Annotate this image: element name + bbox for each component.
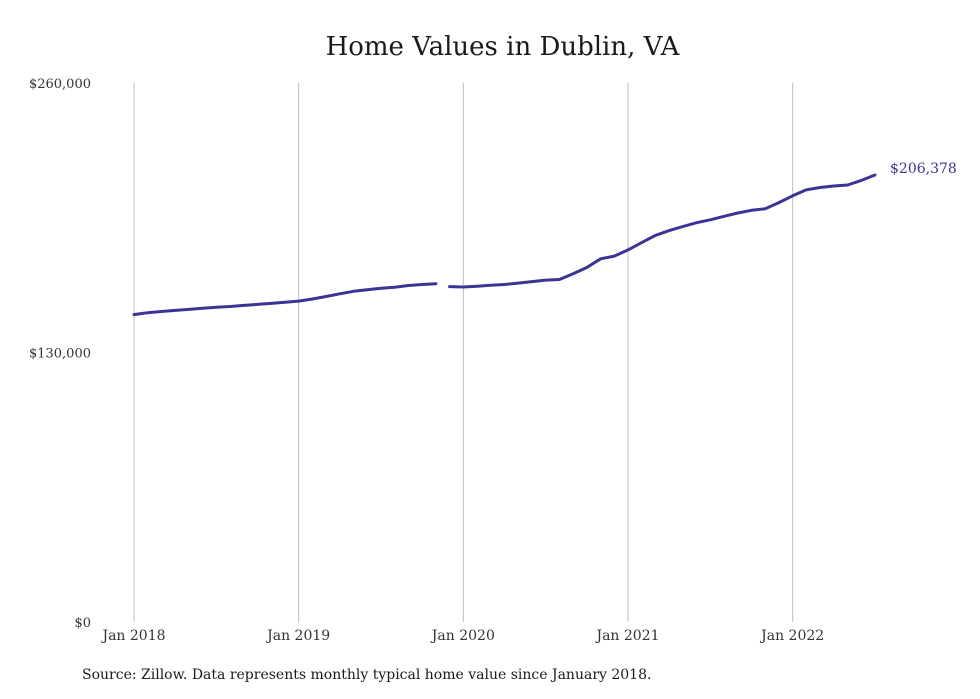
chart-title: Home Values in Dublin, VA: [325, 32, 680, 62]
x-tick-label: Jan 2022: [759, 628, 824, 644]
series-line-segment: [448, 173, 877, 289]
x-tick-label: Jan 2020: [430, 628, 495, 644]
x-axis-ticks: Jan 2018 Jan 2019 Jan 2020 Jan 2021 Jan 2022: [100, 628, 824, 644]
end-value-label: $206,378: [890, 161, 957, 177]
series-line-segment: [132, 282, 438, 317]
y-axis-ticks: $0 $130,000 $260,000: [29, 77, 91, 631]
gridlines: [133, 83, 794, 622]
line-chart: $0$130,000$260,000 Jan 2018 Jan 2019 Jan 2…: [29, 77, 957, 644]
y-tick-label: $0: [74, 616, 91, 631]
x-tick-label: Jan 2018: [100, 628, 165, 644]
y-tick-label: $260,000: [29, 77, 91, 92]
series-line: [132, 173, 877, 317]
end-value-label-group: $206,378: [890, 161, 957, 177]
x-tick-label: Jan 2021: [594, 628, 659, 644]
y-tick-label: $130,000: [29, 347, 91, 362]
source-note: Source: Zillow. Data represents monthly …: [82, 667, 652, 683]
x-tick-label: Jan 2019: [265, 628, 330, 644]
